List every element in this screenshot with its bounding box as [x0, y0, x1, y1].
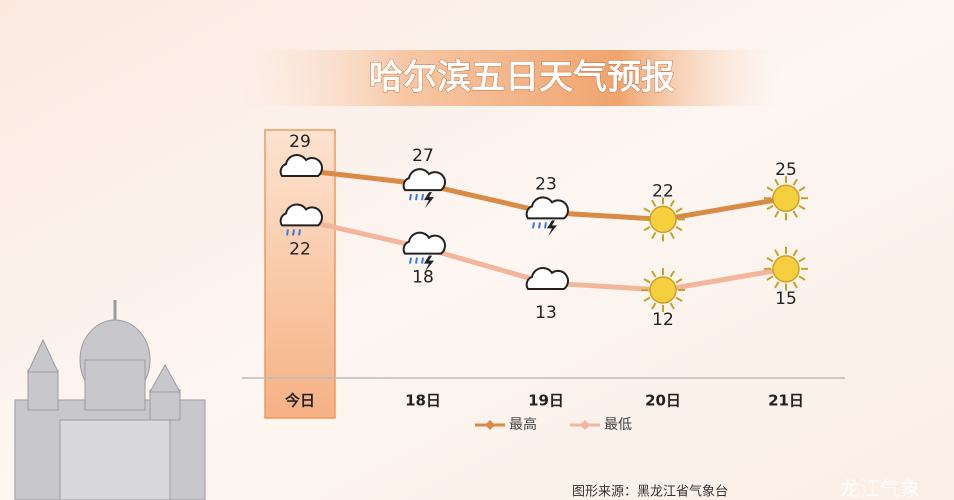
sun-ray	[774, 281, 780, 289]
sun-ray	[651, 199, 657, 207]
cloud	[402, 231, 446, 255]
sun-ray	[643, 207, 651, 213]
lightning	[424, 192, 434, 209]
sun-ray	[643, 226, 651, 232]
sun-ray	[798, 186, 806, 192]
x-tick-label: 18日	[405, 392, 441, 410]
sun-disc	[649, 276, 677, 304]
data-label: 13	[535, 303, 557, 323]
cloud	[279, 154, 323, 177]
rain-drop	[544, 222, 547, 229]
cloud	[525, 196, 569, 220]
sun-ray	[669, 270, 675, 278]
rain-drop	[421, 193, 424, 201]
rain-drop	[415, 193, 418, 201]
weather-icon	[402, 168, 446, 209]
sun-ray	[675, 226, 683, 232]
rain-drop	[409, 257, 412, 264]
data-label: 22	[289, 239, 311, 259]
weather-icon	[279, 203, 323, 236]
sun-ray	[675, 207, 683, 213]
legend-label: 最低	[604, 417, 632, 433]
sun-ray	[643, 296, 651, 302]
rain-drop	[409, 193, 412, 201]
watermark: 龙江气象	[840, 477, 920, 500]
x-tick-label: 21日	[768, 392, 804, 410]
sun-disc	[772, 184, 800, 212]
legend-marker	[580, 420, 590, 430]
source: 图形来源：黑龙江省气象台	[572, 484, 728, 500]
sun-ray	[669, 199, 675, 207]
data-label: 12	[652, 310, 674, 330]
x-tick-label: 今日	[284, 392, 315, 410]
data-label: 29	[289, 132, 311, 152]
rain-drop	[538, 222, 541, 229]
legend-label: 最高	[509, 416, 537, 433]
today-highlight	[264, 129, 336, 419]
title-band	[240, 50, 780, 106]
sun-ray	[792, 249, 798, 257]
cathedral	[14, 300, 206, 500]
sun-ray	[798, 204, 806, 211]
rain-drop	[421, 257, 424, 264]
weather-icon	[764, 176, 808, 221]
data-label: 25	[775, 160, 797, 180]
sun-ray	[766, 275, 774, 281]
sun-ray	[792, 281, 798, 289]
sun-ray	[798, 256, 806, 263]
data-label: 18	[412, 268, 434, 288]
weather-icon	[402, 231, 446, 272]
rain-drop	[298, 229, 301, 236]
x-tick-label: 20日	[645, 392, 681, 410]
data-label: 27	[412, 146, 434, 166]
x-tick-label: 19日	[528, 392, 564, 410]
sun-disc	[772, 255, 800, 283]
sun-ray	[669, 231, 675, 239]
rain-drop	[292, 229, 295, 236]
sun-ray	[766, 204, 774, 211]
data-label: 22	[652, 181, 674, 201]
weather-icon	[279, 154, 323, 177]
sun-ray	[675, 278, 683, 284]
sun-disc	[649, 205, 677, 234]
legend-marker	[485, 420, 495, 430]
cloud	[279, 203, 323, 227]
lightning	[547, 220, 557, 237]
sun-ray	[792, 210, 798, 218]
lightning	[424, 255, 434, 272]
weather-icon	[525, 196, 569, 237]
rain-drop	[286, 229, 289, 236]
sun-ray	[766, 186, 774, 192]
weather-icon	[641, 268, 685, 312]
data-label: 15	[775, 289, 797, 309]
sun-ray	[774, 178, 780, 186]
sun-ray	[643, 278, 651, 284]
data-label: 23	[535, 174, 557, 194]
sun-ray	[651, 302, 657, 310]
weather-icon	[764, 246, 808, 291]
sun-ray	[766, 256, 774, 263]
cloud	[402, 168, 446, 192]
rain-drop	[532, 222, 535, 229]
sun-ray	[651, 270, 657, 278]
chart-title: 哈尔滨五日天气预报	[369, 58, 675, 98]
sun-ray	[651, 231, 657, 239]
sun-ray	[675, 296, 683, 302]
sun-ray	[792, 178, 798, 186]
sun-ray	[798, 275, 806, 281]
weather-icon	[525, 266, 569, 290]
sun-ray	[774, 249, 780, 257]
weather-icon	[641, 197, 685, 242]
sun-ray	[669, 302, 675, 310]
sun-ray	[774, 210, 780, 218]
rain-drop	[415, 257, 418, 264]
cloud	[525, 266, 569, 290]
